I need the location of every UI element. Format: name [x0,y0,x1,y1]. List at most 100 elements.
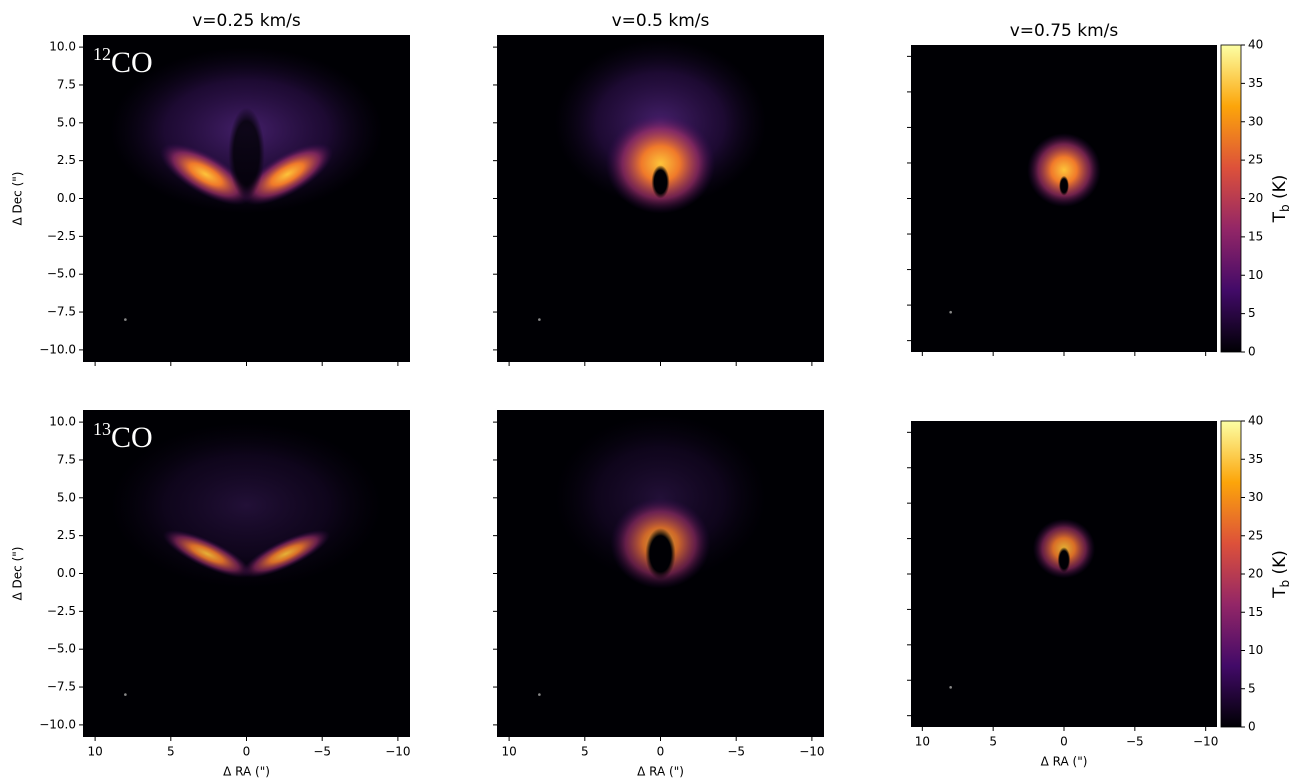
x-axis-label: Δ RA (") [637,765,684,778]
y-tick-label: −5.0 [47,642,76,656]
x-tick-label: −5 [313,745,331,759]
colorbar-label-unit: (K) [1270,175,1290,205]
x-tick-label: −5 [1126,735,1144,749]
image [911,421,1217,727]
panel [497,410,824,737]
colorbar-tick-label: 35 [1248,452,1263,466]
colorbar-tick-label: 20 [1248,191,1263,205]
colorbar-tick-label: 30 [1248,114,1263,128]
colorbar-tick-label: 30 [1248,490,1263,504]
image [497,35,824,362]
x-tick-label: 0 [243,745,251,759]
x-tick-label: −10 [1193,735,1218,749]
beam [124,693,127,696]
beam [949,310,952,314]
colorbar-tick-label: 40 [1248,414,1263,428]
colorbar [1220,420,1242,728]
colorbar-label-main: T [1270,211,1290,223]
y-tick-label: −5.0 [47,267,76,281]
emission [241,143,334,206]
image [83,35,410,362]
y-axis-label: Δ Dec (") [11,172,25,226]
emission [1057,547,1071,573]
colorbar-label: Tb (K) [1270,550,1292,599]
colorbar-label: Tb (K) [1270,175,1292,224]
panel [83,35,410,362]
colorbar-label-main: T [1270,587,1290,599]
emission [159,143,252,206]
x-tick-label: 0 [657,745,665,759]
y-tick-label: 0.0 [57,191,76,205]
y-tick-label: −2.5 [47,229,76,243]
x-tick-label: 5 [989,735,997,749]
panel-title: v=0.75 km/s [1010,21,1119,41]
colorbar-tick-label: 15 [1248,229,1263,243]
y-tick-label: 2.5 [57,153,76,167]
emission [651,165,670,199]
emission [162,529,252,578]
panel-title: v=0.5 km/s [612,11,710,31]
colorbar-tick-label: 40 [1248,38,1263,52]
colorbar-tick-label: 5 [1248,306,1256,320]
y-tick-label: −7.5 [47,305,76,319]
x-tick-label: 0 [1060,735,1068,749]
x-axis-label: Δ RA (") [1041,755,1088,769]
y-tick-label: −7.5 [47,680,76,694]
beam [538,693,541,696]
x-axis-label: Δ RA (") [223,765,270,778]
colorbar-tick-label: 0 [1248,345,1256,359]
annotation-text: CO [111,46,153,79]
colorbar-tick-label: 25 [1248,528,1263,542]
x-tick-label: −5 [727,745,745,759]
colorbar-tick-label: 35 [1248,76,1263,90]
colorbar-tick-label: 15 [1248,605,1263,619]
annotation-text: CO [111,421,153,454]
panel [83,410,410,737]
colorbar-tick-label: 25 [1248,153,1263,167]
image [83,410,410,737]
colorbar-label-unit: (K) [1270,550,1290,580]
panel [911,45,1217,352]
x-tick-label: −10 [799,745,824,759]
panel-title: v=0.25 km/s [192,11,301,31]
x-tick-label: 5 [581,745,589,759]
x-tick-label: −10 [385,745,410,759]
beam [949,686,952,689]
y-tick-label: 0.0 [57,566,76,580]
y-tick-label: 7.5 [57,77,76,91]
x-tick-label: 10 [501,745,516,759]
y-tick-label: 5.0 [57,115,76,129]
panel [497,35,824,362]
annotation-sup: 13 [93,419,111,439]
beam [124,318,127,321]
x-tick-label: 5 [167,745,175,759]
image [911,45,1217,352]
colorbar-label-sub: b [1278,580,1292,588]
y-tick-label: −2.5 [47,604,76,618]
x-tick-label: 10 [915,735,930,749]
colorbar-tick-label: 5 [1248,681,1256,695]
emission [1059,175,1069,196]
colorbar-tick-label: 10 [1248,643,1263,657]
colorbar [1220,44,1242,353]
y-tick-label: 7.5 [57,452,76,466]
panel [911,421,1217,727]
y-axis-label: Δ Dec (") [11,547,25,601]
y-tick-label: 5.0 [57,490,76,504]
emission [241,529,331,578]
colorbar-tick-label: 10 [1248,268,1263,282]
y-tick-label: −10.0 [39,717,76,731]
emission [606,113,715,214]
y-tick-label: 10.0 [49,40,76,54]
image [497,410,824,737]
x-tick-label: 10 [87,745,102,759]
colorbar-tick-label: 0 [1248,720,1256,734]
colorbar-label-sub: b [1278,204,1292,212]
emission [1027,133,1101,208]
y-tick-label: −10.0 [39,342,76,356]
emission [645,528,676,580]
y-tick-label: 2.5 [57,528,76,542]
beam [538,318,541,321]
annotation: 12CO [93,44,153,79]
